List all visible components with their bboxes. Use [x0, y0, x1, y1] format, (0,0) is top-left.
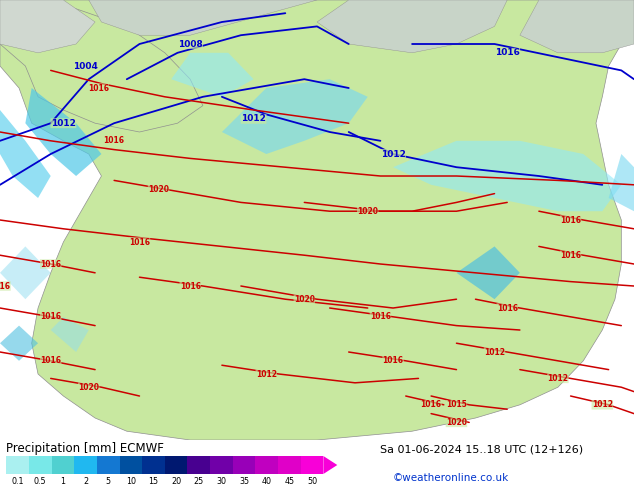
Text: 1012: 1012: [51, 119, 76, 128]
Text: 35: 35: [239, 477, 249, 486]
Text: 1020: 1020: [78, 383, 100, 392]
Text: 10: 10: [126, 477, 136, 486]
Polygon shape: [0, 0, 203, 132]
Bar: [165, 456, 188, 474]
Text: 1016: 1016: [420, 400, 442, 409]
Bar: [97, 456, 120, 474]
Bar: [188, 456, 210, 474]
Polygon shape: [0, 110, 51, 198]
Text: 1008: 1008: [178, 40, 203, 49]
Bar: [301, 456, 323, 474]
Text: 1016: 1016: [103, 136, 125, 146]
Text: 1012: 1012: [241, 114, 266, 123]
Polygon shape: [317, 0, 507, 53]
Text: 1012: 1012: [380, 149, 406, 158]
Text: 1016: 1016: [0, 282, 11, 291]
Text: 1: 1: [60, 477, 65, 486]
Text: 1016: 1016: [179, 282, 201, 291]
Text: 1020: 1020: [148, 185, 169, 194]
Text: 1016: 1016: [370, 312, 391, 321]
Text: Sa 01-06-2024 15..18 UTC (12+126): Sa 01-06-2024 15..18 UTC (12+126): [380, 444, 583, 454]
Text: 0.1: 0.1: [11, 477, 24, 486]
Text: 1016: 1016: [495, 49, 520, 57]
Text: 1016: 1016: [40, 260, 61, 269]
Bar: [142, 456, 165, 474]
Text: 1012: 1012: [484, 347, 505, 357]
Polygon shape: [171, 53, 254, 97]
Text: 1016: 1016: [129, 238, 150, 246]
Bar: [51, 456, 74, 474]
Polygon shape: [51, 317, 89, 352]
Text: 1016: 1016: [560, 216, 581, 224]
Polygon shape: [0, 0, 95, 53]
Polygon shape: [222, 79, 368, 154]
Bar: [210, 456, 233, 474]
Text: 1016: 1016: [560, 251, 581, 260]
Text: 1016: 1016: [382, 356, 404, 366]
Text: 1016: 1016: [40, 312, 61, 321]
Bar: [278, 456, 301, 474]
Text: Precipitation [mm] ECMWF: Precipitation [mm] ECMWF: [6, 442, 164, 455]
Bar: [29, 456, 51, 474]
Text: 5: 5: [106, 477, 111, 486]
Text: 1012: 1012: [547, 374, 569, 383]
Text: 1020: 1020: [357, 207, 378, 216]
Text: 1004: 1004: [73, 62, 98, 71]
Polygon shape: [25, 88, 101, 176]
Text: 45: 45: [284, 477, 294, 486]
Polygon shape: [520, 0, 634, 53]
Polygon shape: [323, 456, 337, 474]
Bar: [233, 456, 256, 474]
Polygon shape: [0, 326, 38, 361]
Polygon shape: [89, 0, 317, 35]
Bar: [74, 456, 97, 474]
Text: 1012: 1012: [256, 369, 277, 378]
Text: 1020: 1020: [294, 294, 315, 304]
Text: 40: 40: [262, 477, 272, 486]
Text: 0.5: 0.5: [34, 477, 47, 486]
Text: 1015: 1015: [446, 400, 467, 409]
Bar: [120, 456, 142, 474]
Polygon shape: [0, 246, 51, 299]
Bar: [256, 456, 278, 474]
Bar: [6, 456, 29, 474]
Text: 15: 15: [148, 477, 158, 486]
Text: 50: 50: [307, 477, 317, 486]
Text: 20: 20: [171, 477, 181, 486]
Text: 1016: 1016: [40, 356, 61, 366]
Text: 1016: 1016: [496, 303, 518, 313]
Text: 1020: 1020: [446, 418, 467, 427]
Text: 1012: 1012: [592, 400, 613, 409]
Text: 2: 2: [83, 477, 88, 486]
Text: ©weatheronline.co.uk: ©weatheronline.co.uk: [393, 472, 509, 483]
Text: 30: 30: [216, 477, 226, 486]
Polygon shape: [456, 246, 520, 299]
Text: 25: 25: [193, 477, 204, 486]
Polygon shape: [393, 141, 621, 211]
Text: 1016: 1016: [87, 83, 109, 93]
Polygon shape: [609, 154, 634, 211]
Polygon shape: [0, 0, 634, 440]
